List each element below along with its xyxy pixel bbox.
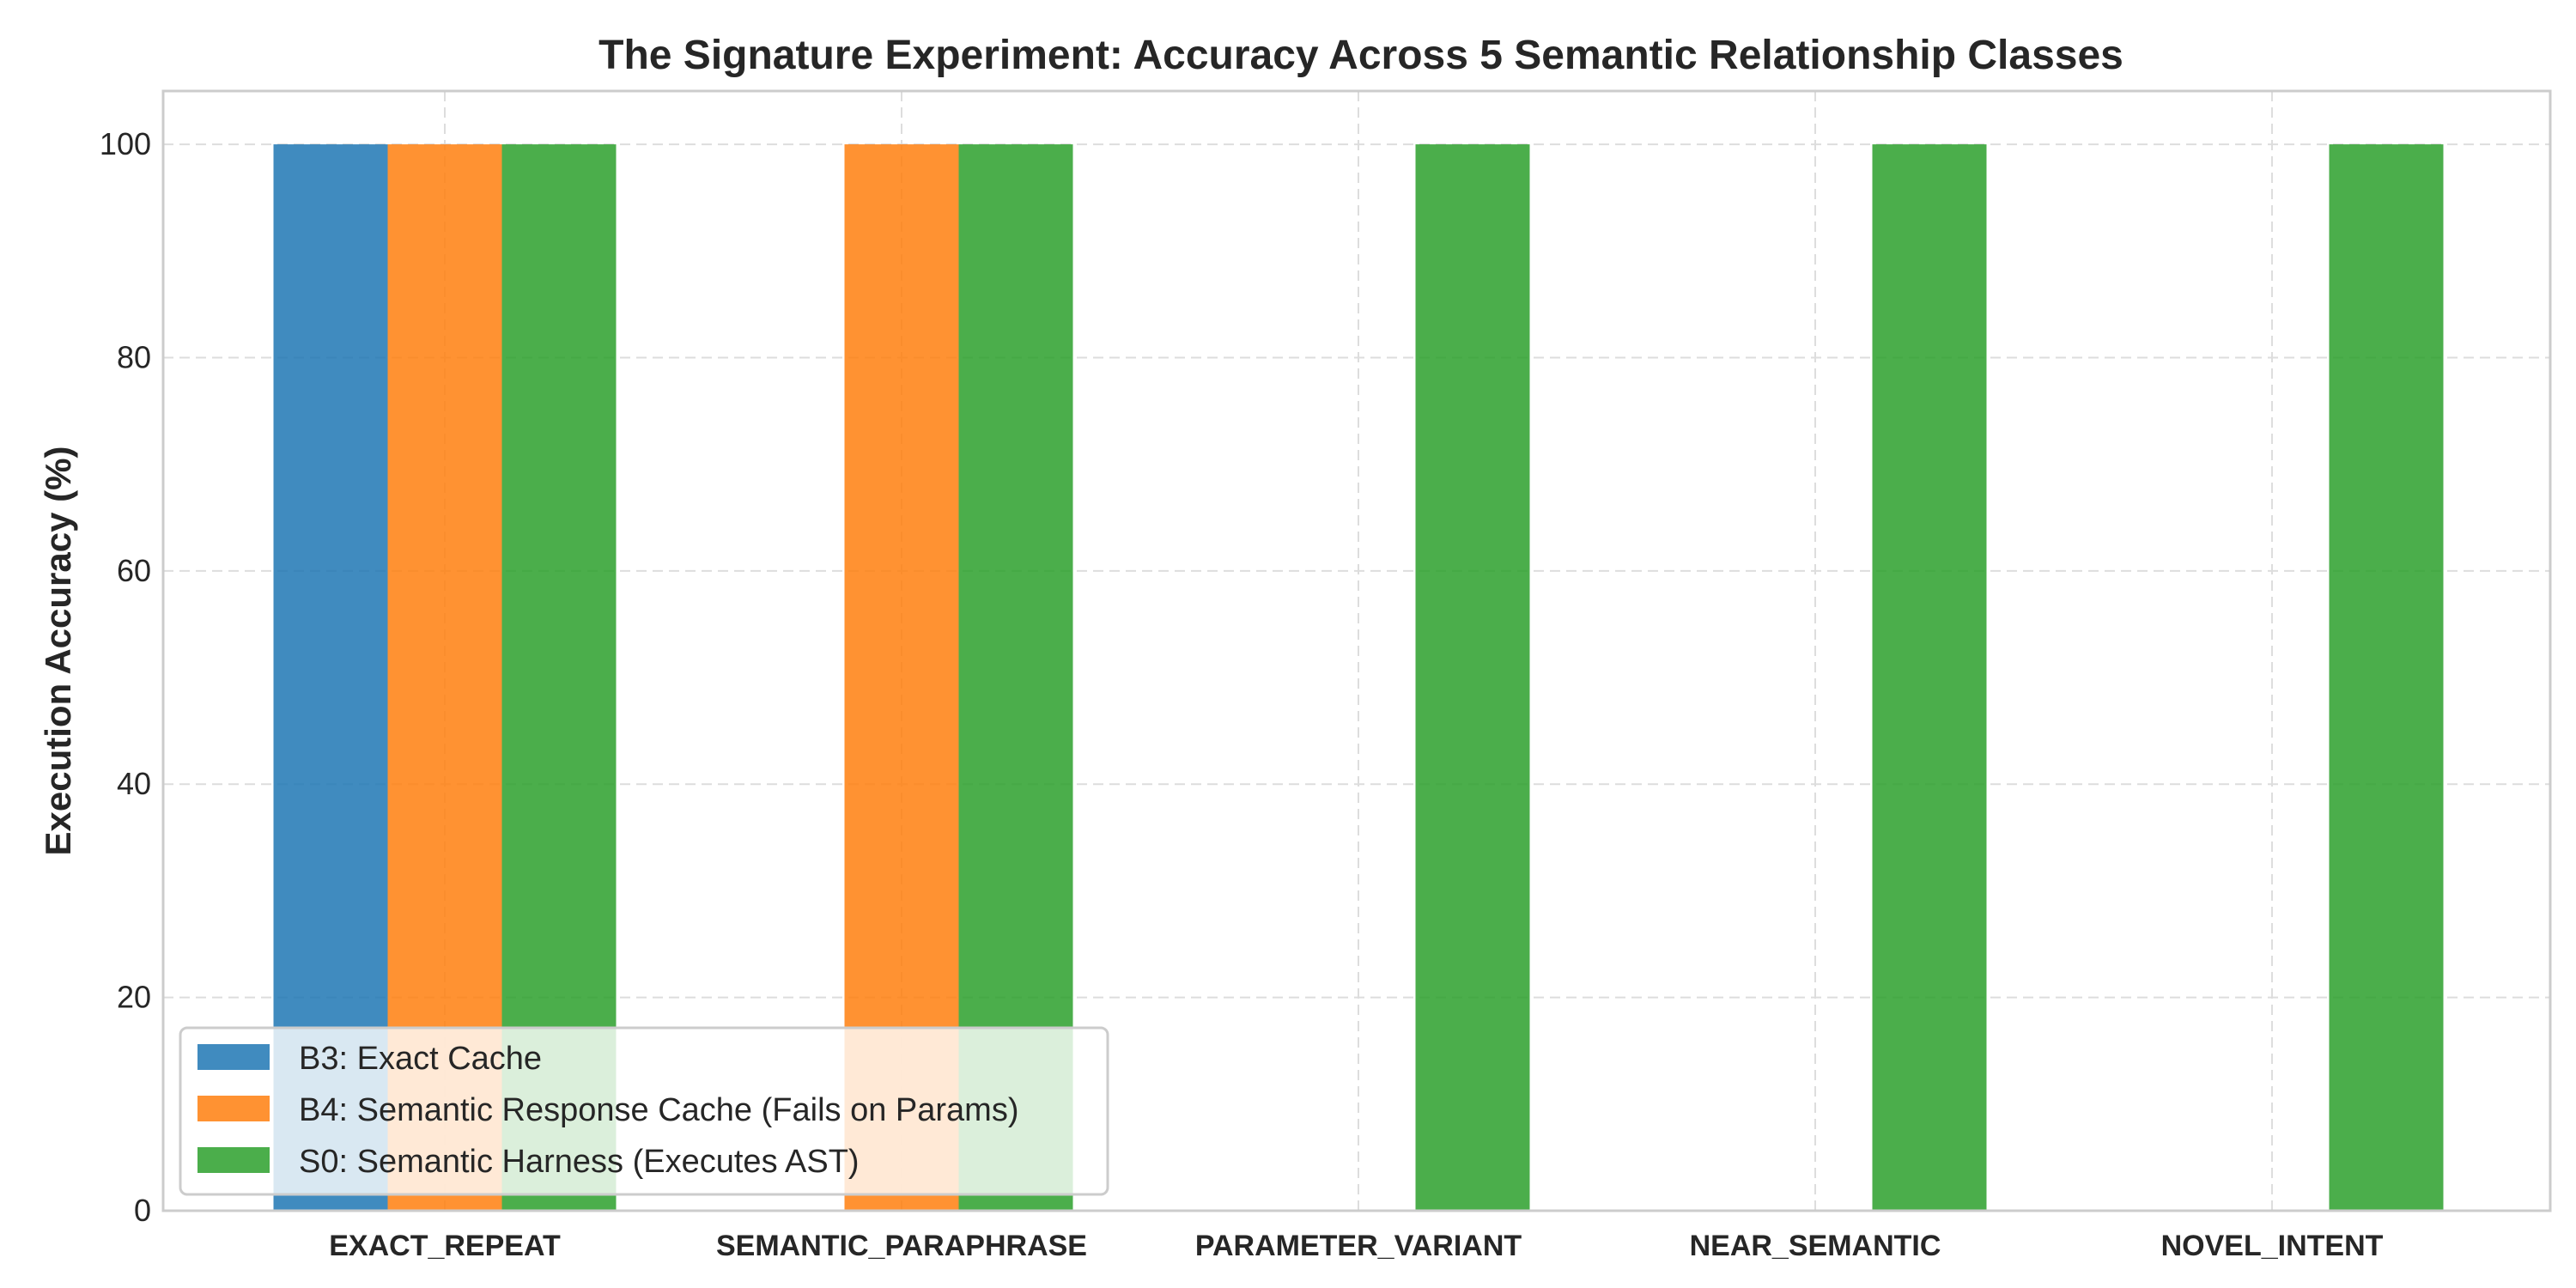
bar: [1415, 144, 1530, 1212]
legend-swatch: [197, 1147, 270, 1173]
x-tick-label: EXACT_REPEAT: [329, 1230, 561, 1262]
y-tick-label: 100: [100, 126, 151, 161]
chart-title: The Signature Experiment: Accuracy Acros…: [598, 33, 2123, 78]
bar: [2329, 144, 2444, 1212]
bar: [1872, 144, 1987, 1212]
y-tick-label: 80: [117, 339, 151, 374]
x-tick-label: SEMANTIC_PARAPHRASE: [716, 1230, 1087, 1262]
plot-frame: [161, 89, 2552, 1212]
legend: B3: Exact Cache B4: Semantic Response Cac…: [179, 1026, 1109, 1196]
legend-swatch: [197, 1044, 270, 1070]
x-tick-label: PARAMETER_VARIANT: [1195, 1230, 1522, 1262]
legend-label: B3: Exact Cache: [299, 1041, 542, 1077]
legend-swatch: [197, 1096, 270, 1121]
y-tick-label: 40: [117, 766, 151, 801]
x-tick-label: NEAR_SEMANTIC: [1690, 1230, 1941, 1262]
x-tick-label: NOVEL_INTENT: [2161, 1230, 2384, 1262]
y-tick-label: 20: [117, 980, 151, 1015]
legend-frame: [179, 1026, 1109, 1196]
y-tick-label: 60: [117, 553, 151, 588]
y-tick-label: 0: [134, 1193, 151, 1228]
x-axis-ticks: EXACT_REPEAT SEMANTIC_PARAPHRASE PARAMETER…: [329, 1230, 2383, 1262]
y-axis-ticks: 0 20 40 60 80 100: [100, 126, 151, 1228]
y-axis-label: Execution Accuracy (%): [38, 447, 78, 856]
legend-label: S0: Semantic Harness (Executes AST): [299, 1144, 860, 1180]
legend-label: B4: Semantic Response Cache (Fails on Pa…: [299, 1092, 1018, 1128]
